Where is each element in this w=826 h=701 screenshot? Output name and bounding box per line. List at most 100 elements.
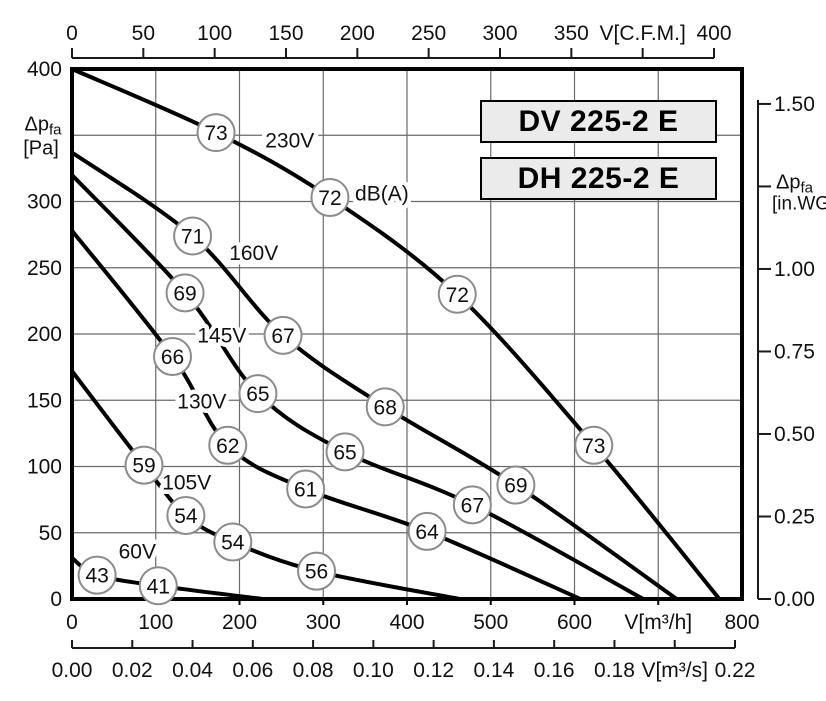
top-axis-tick-label: 350 bbox=[554, 22, 589, 45]
db-marker-circle bbox=[77, 555, 117, 595]
bottom-axis-tick-label: 0 bbox=[66, 611, 78, 634]
db-marker: 67 bbox=[263, 315, 303, 355]
db-marker: 68 bbox=[365, 387, 405, 427]
left-axis-tick-label: 100 bbox=[27, 456, 62, 479]
db-marker: 65 bbox=[238, 374, 278, 414]
bottom-axis-tick-label: 400 bbox=[389, 611, 424, 634]
m3s-axis-tick-label: 0.02 bbox=[112, 659, 153, 682]
db-marker-value: 68 bbox=[374, 396, 397, 419]
db-marker-circle bbox=[238, 374, 278, 414]
curve-label-60v: 60V bbox=[119, 540, 156, 563]
db-marker-circle bbox=[263, 315, 303, 355]
db-marker-circle bbox=[452, 485, 492, 525]
m3s-axis-tick-label: 0.10 bbox=[353, 659, 394, 682]
db-marker-value: 67 bbox=[461, 494, 484, 517]
db-marker-value: 69 bbox=[504, 475, 527, 498]
bottom-axis-tick-label: V[m³/h] bbox=[624, 611, 692, 634]
curve-label-105v: 105V bbox=[162, 471, 211, 494]
m3s-axis-tick-label: 0.00 bbox=[52, 659, 93, 682]
db-marker-circle bbox=[437, 274, 477, 314]
db-marker-circle bbox=[208, 425, 248, 465]
right-axis-tick-label: 0.25 bbox=[774, 505, 815, 528]
right-axis-tick-label: 1.00 bbox=[774, 258, 815, 281]
curve-label-160v: 160V bbox=[229, 242, 278, 265]
db-marker-circle bbox=[286, 469, 326, 509]
top-axis-tick-label: 100 bbox=[197, 22, 232, 45]
db-marker: 43 bbox=[77, 555, 117, 595]
db-marker: 73 bbox=[196, 113, 236, 153]
bottom-axis-m3h: 0 100 200 300 400 500 600 V[m³/h] 800 bbox=[66, 611, 759, 634]
left-axis-tick-label: 400 bbox=[27, 58, 62, 81]
db-marker: 41 bbox=[138, 566, 178, 606]
db-marker-circle bbox=[213, 522, 253, 562]
db-marker-circle bbox=[124, 445, 164, 485]
bottom-axis-tick-label: 100 bbox=[138, 611, 173, 634]
db-marker: 72 bbox=[437, 274, 477, 314]
bottom-axis-tick-label: 600 bbox=[557, 611, 592, 634]
db-marker: 71 bbox=[173, 216, 213, 256]
curve-labels: 230V 160V 145V 130V 105V 60V dB(A) bbox=[114, 125, 413, 568]
db-marker-value: 43 bbox=[85, 565, 108, 588]
bottom-axis-tick-label: 200 bbox=[222, 611, 257, 634]
model-badge-dv-label: DV 225-2 E bbox=[518, 104, 679, 138]
curve-label-130v: 130V bbox=[177, 391, 226, 414]
model-badge-dh: DH 225-2 E bbox=[480, 157, 717, 200]
db-marker-value: 41 bbox=[147, 575, 170, 598]
db-marker-circle bbox=[407, 511, 447, 551]
top-axis-tick-label: 250 bbox=[411, 22, 446, 45]
left-axis-tick-label: 0 bbox=[50, 588, 62, 611]
curve-label-145v: 145V bbox=[197, 324, 246, 347]
db-markers: 73 72 72 73 71 67 68 69 69 65 65 67 66 62 61 64 59 54 54 56… bbox=[77, 113, 614, 606]
m3s-axis-tick-label: 0.18 bbox=[594, 659, 635, 682]
db-marker-value: 67 bbox=[271, 325, 294, 348]
db-marker: 69 bbox=[165, 273, 205, 313]
db-marker-value: 54 bbox=[174, 505, 198, 528]
left-axis-tick-label: 200 bbox=[27, 323, 62, 346]
db-marker-value: 66 bbox=[161, 346, 184, 369]
db-marker: 67 bbox=[452, 485, 492, 525]
left-axis-tick-label: 50 bbox=[39, 522, 62, 545]
top-axis-tick-label: 0 bbox=[66, 22, 78, 45]
db-marker-circle bbox=[310, 178, 350, 218]
db-marker: 59 bbox=[124, 445, 164, 485]
right-axis-title: Δpfa bbox=[776, 171, 814, 196]
db-marker: 69 bbox=[496, 465, 536, 505]
db-marker-circle bbox=[165, 273, 205, 313]
curve-130v bbox=[70, 228, 583, 601]
right-axis-inwg: 1.50 1.00 0.75 0.50 0.25 0.00 Δpfa[in.WG] bbox=[757, 93, 826, 611]
db-marker: 62 bbox=[208, 425, 248, 465]
db-marker-value: 54 bbox=[221, 532, 245, 555]
db-marker: 61 bbox=[286, 469, 326, 509]
model-badge-dv: DV 225-2 E bbox=[480, 100, 717, 143]
db-marker-value: 61 bbox=[294, 479, 317, 502]
db-marker: 54 bbox=[166, 496, 206, 536]
db-marker-circle bbox=[173, 216, 213, 256]
top-axis-tick-label: 50 bbox=[132, 22, 155, 45]
right-axis-unit: [in.WG] bbox=[772, 193, 826, 214]
db-marker: 73 bbox=[574, 425, 614, 465]
top-axis-tick-label: 300 bbox=[482, 22, 517, 45]
db-marker: 65 bbox=[325, 432, 365, 472]
db-marker: 72 bbox=[310, 178, 350, 218]
db-marker: 56 bbox=[297, 551, 337, 591]
m3s-axis-tick-label: 0.04 bbox=[172, 659, 213, 682]
db-marker-circle bbox=[365, 387, 405, 427]
curve-label-230v: 230V bbox=[265, 130, 314, 153]
m3s-axis-tick-label: 0.06 bbox=[232, 659, 273, 682]
bottom-axis-tick-label: 300 bbox=[306, 611, 341, 634]
plot-border bbox=[70, 67, 744, 601]
curve-145v bbox=[70, 173, 646, 601]
right-axis-tick-label: 0.75 bbox=[774, 340, 815, 363]
top-axis-cfm: 0 50 100 150 200 250 300 350 V[C.F.M.] 400 bbox=[66, 22, 732, 59]
left-axis-tick-label: 300 bbox=[27, 191, 62, 214]
db-marker-value: 65 bbox=[246, 383, 269, 406]
db-marker-circle bbox=[325, 432, 365, 472]
dba-unit-annotation: dB(A) bbox=[355, 183, 409, 206]
db-marker-value: 72 bbox=[318, 187, 341, 210]
db-marker-value: 71 bbox=[181, 225, 204, 248]
db-marker-circle bbox=[196, 113, 236, 153]
db-marker-value: 73 bbox=[204, 122, 227, 145]
db-marker: 66 bbox=[153, 337, 192, 377]
db-marker: 54 bbox=[213, 522, 253, 562]
